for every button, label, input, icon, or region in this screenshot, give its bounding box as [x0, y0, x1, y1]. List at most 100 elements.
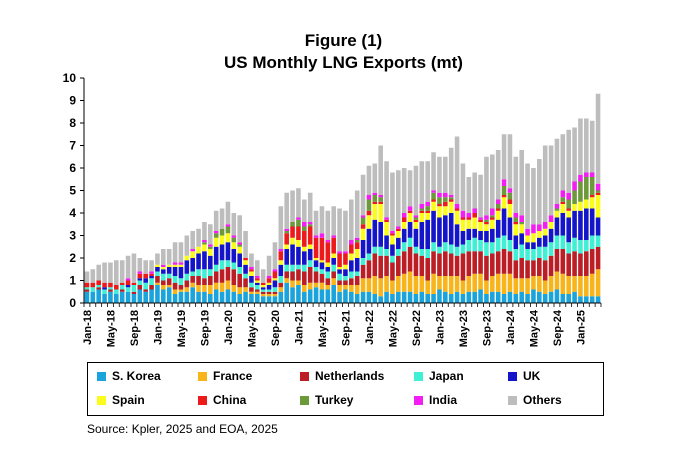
legend-swatch: [300, 395, 309, 405]
bar-segment: [448, 201, 454, 213]
bar-segment: [443, 206, 448, 216]
bar-segment: [437, 156, 442, 193]
bar-segment: [243, 260, 248, 265]
bar-segment: [484, 222, 489, 225]
bar-segment: [137, 285, 143, 290]
bar-segment: [425, 206, 430, 211]
bar-segment: [255, 278, 260, 281]
bar-segment: [161, 273, 166, 281]
bar-segment: [566, 276, 571, 294]
legend-swatch: [198, 395, 207, 405]
bar-segment: [448, 147, 454, 195]
bar-segment: [161, 249, 166, 265]
bar-segment: [278, 291, 284, 303]
bar-segment: [554, 204, 560, 209]
bar-segment: [208, 269, 213, 276]
bar-segment: [149, 276, 154, 279]
bar-segment: [190, 249, 195, 252]
bar-segment: [401, 222, 407, 229]
bar-segment: [495, 273, 501, 292]
bar-segment: [307, 282, 313, 290]
bar-segment: [114, 260, 119, 285]
bar-segment: [401, 251, 407, 274]
x-tick-label: May-24: [528, 309, 540, 347]
bar-segment: [548, 215, 554, 222]
bar-segment: [202, 242, 207, 245]
bar-segment: [584, 296, 589, 303]
bar-segment: [513, 278, 519, 294]
bar-segment: [202, 251, 207, 270]
bar-segment: [454, 255, 460, 276]
bar-segment: [84, 287, 90, 290]
bar-segment: [184, 273, 190, 281]
bar-segment: [213, 289, 219, 303]
x-tick-label: Sep-19: [199, 310, 211, 346]
bar-segment: [378, 255, 383, 279]
bar-segment: [401, 213, 407, 218]
stacked-bar-chart: 0 1 2 3 4 5 6 7 8 9 10 Jan-18 May-18 Sep-18 Jan-19 May-…: [63, 71, 602, 347]
bar-segment: [407, 206, 413, 211]
bar-segment: [513, 249, 519, 261]
bar-segment: [260, 296, 266, 303]
bar-segment: [542, 228, 548, 236]
bar-segment: [325, 210, 331, 240]
bar-segment: [513, 294, 519, 303]
legend-swatch: [300, 371, 309, 381]
bar-segment: [131, 253, 137, 283]
bar-segment: [378, 278, 383, 297]
bar-segment: [249, 269, 254, 272]
bar-segment: [131, 291, 137, 294]
bar-segment: [360, 215, 366, 218]
x-tick-label: Sep-23: [481, 310, 493, 346]
bar-segment: [472, 291, 477, 303]
bar-segment: [466, 217, 472, 220]
bar-segment: [172, 276, 178, 283]
bar-segment: [208, 276, 213, 285]
bar-segment: [313, 282, 319, 288]
bar-segment: [213, 282, 219, 290]
bar-segment: [108, 287, 113, 290]
bar-segment: [490, 154, 495, 209]
bar-segment: [578, 240, 583, 254]
bar-segment: [190, 258, 195, 272]
bar-segment: [384, 291, 389, 303]
bar-segment: [513, 217, 519, 222]
bar-segment: [219, 269, 225, 283]
bar-segment: [466, 213, 472, 218]
bar-segment: [495, 219, 501, 238]
y-tick-label: 0: [69, 296, 76, 310]
y-tick-label: 2: [69, 251, 76, 265]
bar-segment: [548, 228, 554, 243]
bar-segment: [495, 204, 501, 209]
bar-segment: [490, 253, 495, 276]
bar-segment: [231, 291, 237, 303]
bar-segment: [501, 186, 507, 195]
bar-segment: [372, 294, 378, 303]
bar-segment: [249, 294, 254, 303]
bar-segment: [507, 199, 513, 204]
bar-segment: [354, 271, 360, 276]
bar-segment: [396, 249, 401, 256]
bar-segment: [584, 208, 589, 240]
bar-segment: [84, 289, 90, 292]
bar-segment: [266, 278, 272, 283]
legend-label: S. Korea: [112, 369, 161, 383]
bar-segment: [578, 118, 583, 175]
bar-segment: [413, 294, 419, 303]
bar-segment: [537, 231, 542, 238]
bar-segment: [425, 294, 430, 303]
bar-segment: [490, 215, 495, 218]
bar-segment: [231, 269, 237, 285]
bar-segment: [431, 201, 436, 211]
bar-segment: [443, 251, 448, 276]
bar-segment: [260, 282, 266, 285]
bar-segment: [108, 282, 113, 288]
bar-segment: [448, 197, 454, 200]
x-tick-label: Sep-22: [411, 310, 423, 346]
bar-segment: [360, 264, 366, 279]
bar-segment: [566, 210, 571, 218]
bar-segment: [178, 285, 184, 290]
bar-segment: [525, 163, 530, 229]
bar-segment: [260, 269, 266, 283]
legend-item: China: [198, 391, 246, 409]
